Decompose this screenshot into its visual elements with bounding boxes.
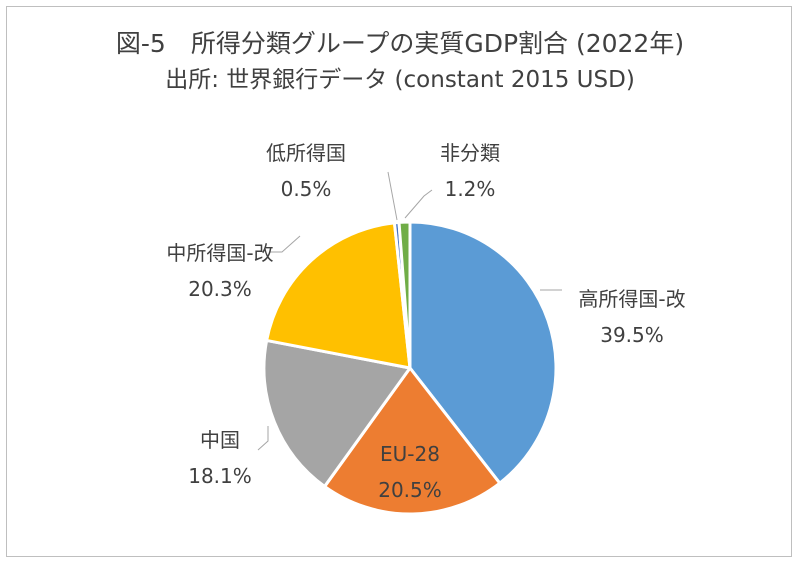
pie-slice-1 [323, 366, 502, 516]
leader-line-5 [404, 189, 433, 219]
slice-label-china-name: 中国 [200, 428, 240, 452]
leader-line-3 [270, 235, 301, 253]
slice-label-unclassified-value: 1.2% [445, 177, 496, 201]
pie-slice-2 [262, 338, 412, 488]
slice-label-low-income-value: 0.5% [281, 177, 332, 201]
leader-line-2 [257, 426, 269, 451]
slice-label-low-income-name: 低所得国 [266, 141, 346, 165]
slice-label-high-income-name: 高所得国-改 [578, 287, 685, 311]
chart-title: 図-5 所得分類グループの実質GDP割合 (2022年) [115, 29, 685, 58]
pie-slice-5 [397, 220, 412, 370]
slice-label-china-value: 18.1% [188, 464, 252, 488]
slice-label-eu28-name: EU-28 [380, 442, 440, 466]
leader-line-4 [387, 171, 398, 221]
pie-slice-3 [265, 221, 412, 370]
chart-subtitle: 出所: 世界銀行データ (constant 2015 USD) [165, 67, 635, 93]
slice-label-unclassified-name: 非分類 [440, 141, 500, 165]
pie-slice-0 [408, 220, 558, 485]
slice-label-middle-income-name: 中所得国-改 [166, 241, 273, 265]
slice-label-middle-income-value: 20.3% [188, 277, 252, 301]
slice-label-eu28-value: 20.5% [378, 478, 442, 502]
slice-label-high-income-value: 39.5% [600, 323, 664, 347]
